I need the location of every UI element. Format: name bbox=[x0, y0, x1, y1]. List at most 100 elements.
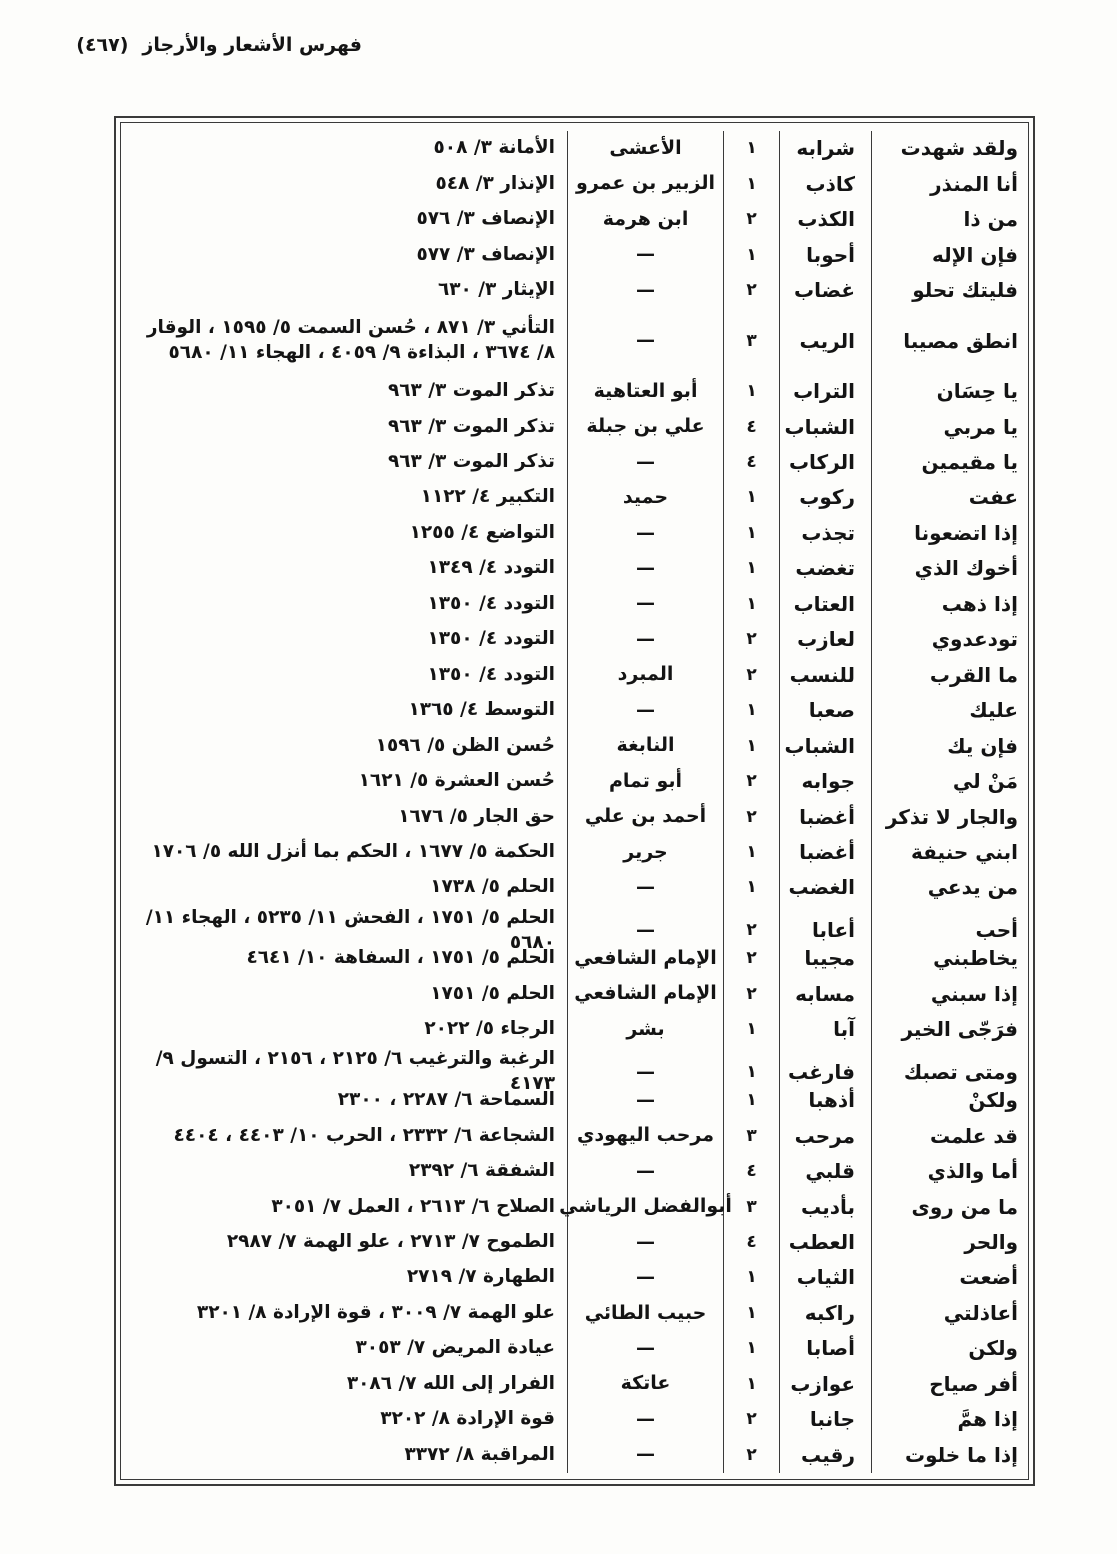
cell-verse-count: ١ bbox=[723, 1047, 779, 1098]
cell-rhyme-word: الشباب bbox=[779, 728, 871, 764]
cell-poet-name: الإمام الشافعي bbox=[567, 941, 723, 977]
cell-first-words: والجار لا تذكر bbox=[871, 799, 1028, 835]
cell-poet-name: — bbox=[567, 444, 723, 481]
table-row: مَنْ لي جوابه ٢ أبو تمام حُسن العشرة ٥/ … bbox=[121, 763, 1028, 800]
cell-first-words: إذا ذهب bbox=[871, 586, 1028, 623]
cell-rhyme-word: العطب bbox=[779, 1224, 871, 1261]
cell-verse-count: ١ bbox=[723, 1012, 779, 1048]
cell-poet-name: — bbox=[567, 1402, 723, 1438]
table-row: فليتك تحلو غضاب ٢ — الإيثار ٣/ ٦٣٠ bbox=[121, 272, 1028, 309]
cell-poet-name: الزبير بن عمرو bbox=[567, 166, 723, 202]
cell-references: التودد ٤/ ١٣٤٩ bbox=[427, 557, 555, 579]
cell-poet-name: — bbox=[567, 308, 723, 374]
table-row: أخوك الذي تغضب ١ — التودد ٤/ ١٣٤٩ bbox=[121, 551, 1028, 587]
table-row: عفت ركوب ١ حميد التكبير ٤/ ١١٢٢ bbox=[121, 480, 1028, 516]
cell-first-words: والحر bbox=[871, 1224, 1028, 1261]
cell-references: الإنذار ٣/ ٥٤٨ bbox=[435, 172, 555, 194]
cell-first-words: فليتك تحلو bbox=[871, 272, 1028, 309]
table-row: أما والذي قلبي ٤ — الشفقة ٦/ ٢٣٩٢ bbox=[121, 1153, 1028, 1190]
page-header: فهرس الأشعار والأرجاز (٤٦٧) bbox=[76, 34, 362, 56]
cell-rhyme-word: أغضبا bbox=[779, 834, 871, 871]
cell-rhyme-word: فارغب bbox=[779, 1047, 871, 1098]
cell-references: التأني ٣/ ٨٧١ ، حُسن السمت ٥/ ١٥٩٥ ، الو… bbox=[146, 317, 555, 364]
cell-poet-name: — bbox=[567, 272, 723, 309]
cell-rhyme-word: قلبي bbox=[779, 1153, 871, 1190]
cell-verse-count: ٢ bbox=[723, 1402, 779, 1438]
cell-verse-count: ١ bbox=[723, 586, 779, 623]
cell-references: الإيثار ٣/ ٦٣٠ bbox=[437, 279, 555, 301]
cell-rhyme-word: رقيب bbox=[779, 1437, 871, 1473]
cell-first-words: إذا همَّ bbox=[871, 1402, 1028, 1438]
cell-verse-count: ٢ bbox=[723, 657, 779, 693]
cell-first-words: فرَجّى الخير bbox=[871, 1012, 1028, 1048]
table-row: والحر العطب ٤ — الطموح ٧/ ٢٧١٣ ، علو اله… bbox=[121, 1224, 1028, 1261]
cell-references: قوة الإرادة ٨/ ٣٢٠٢ bbox=[380, 1408, 555, 1430]
cell-first-words: إذا اتضعونا bbox=[871, 515, 1028, 552]
cell-verse-count: ٤ bbox=[723, 444, 779, 481]
cell-poet-name: — bbox=[567, 1331, 723, 1367]
cell-verse-count: ٤ bbox=[723, 1153, 779, 1190]
cell-first-words: مَنْ لي bbox=[871, 763, 1028, 800]
cell-poet-name: مرحب اليهودي bbox=[567, 1118, 723, 1154]
cell-poet-name: أبو العتاهية bbox=[567, 373, 723, 410]
cell-references: عيادة المريض ٧/ ٣٠٥٣ bbox=[355, 1337, 556, 1359]
table-row: تودعدوي لعازب ٢ — التودد ٤/ ١٣٥٠ bbox=[121, 622, 1028, 658]
cell-references: الطهارة ٧/ ٢٧١٩ bbox=[406, 1266, 555, 1288]
cell-references: تذكر الموت ٣/ ٩٦٣ bbox=[387, 380, 555, 402]
cell-references: علو الهمة ٧/ ٣٠٠٩ ، قوة الإرادة ٨/ ٣٢٠١ bbox=[196, 1301, 555, 1323]
cell-rhyme-word: لعازب bbox=[779, 622, 871, 658]
cell-verse-count: ٣ bbox=[723, 1189, 779, 1225]
cell-verse-count: ١ bbox=[723, 1366, 779, 1402]
cell-rhyme-word: مسابه bbox=[779, 976, 871, 1013]
cell-poet-name: حبيب الطائي bbox=[567, 1295, 723, 1332]
cell-verse-count: ١ bbox=[723, 237, 779, 273]
cell-references: الحكمة ٥/ ١٦٧٧ ، الحكم بما أنزل الله ٥/ … bbox=[151, 840, 555, 862]
cell-rhyme-word: كاذب bbox=[779, 166, 871, 202]
cell-poet-name: — bbox=[567, 1224, 723, 1261]
table-row: ومتى تصبك فارغب ١ — الرغبة والترغيب ٦/ ٢… bbox=[121, 1047, 1028, 1098]
table-row: من يدعي الغضب ١ — الحلم ٥/ ١٧٣٨ bbox=[121, 870, 1028, 906]
cell-references: الأمانة ٣/ ٥٠٨ bbox=[433, 137, 556, 159]
cell-references: الإنصاف ٣/ ٥٧٦ bbox=[416, 208, 555, 230]
cell-verse-count: ١ bbox=[723, 1082, 779, 1119]
cell-verse-count: ١ bbox=[723, 480, 779, 516]
table-row: فإن الإله أحوبا ١ — الإنصاف ٣/ ٥٧٧ bbox=[121, 237, 1028, 273]
poems-index-table-frame: ولقد شهدت شرابه ١ الأعشى الأمانة ٣/ ٥٠٨ … bbox=[114, 116, 1035, 1486]
cell-first-words: يا مربي bbox=[871, 409, 1028, 445]
cell-first-words: أعاذلتي bbox=[871, 1295, 1028, 1332]
cell-rhyme-word: مجيبا bbox=[779, 941, 871, 977]
cell-references: الصلاح ٦/ ٢٦١٣ ، العمل ٧/ ٣٠٥١ bbox=[271, 1195, 555, 1217]
cell-first-words: أما والذي bbox=[871, 1153, 1028, 1190]
cell-references: الشفقة ٦/ ٢٣٩٢ bbox=[408, 1160, 555, 1182]
table-row: أنا المنذر كاذب ١ الزبير بن عمرو الإنذار… bbox=[121, 166, 1028, 202]
table-row: إذا ما خلوت رقيب ٢ — المراقبة ٨/ ٣٣٧٢ bbox=[121, 1437, 1028, 1473]
cell-verse-count: ١ bbox=[723, 131, 779, 167]
cell-verse-count: ٣ bbox=[723, 308, 779, 374]
cell-verse-count: ١ bbox=[723, 728, 779, 764]
cell-poet-name: — bbox=[567, 1082, 723, 1119]
table-row: إذا ذهب العتاب ١ — التودد ٤/ ١٣٥٠ bbox=[121, 586, 1028, 623]
cell-rhyme-word: أذهبا bbox=[779, 1082, 871, 1119]
cell-references: التوسط ٤/ ١٣٦٥ bbox=[408, 699, 555, 721]
table-row: ولكنْ أذهبا ١ — السماحة ٦/ ٢٢٨٧ ، ٢٣٠٠ bbox=[121, 1082, 1028, 1119]
cell-verse-count: ٢ bbox=[723, 622, 779, 658]
cell-poet-name: — bbox=[567, 1047, 723, 1098]
cell-rhyme-word: أغضبا bbox=[779, 799, 871, 835]
cell-poet-name: — bbox=[567, 1437, 723, 1473]
cell-poet-name: ابن هرمة bbox=[567, 201, 723, 238]
cell-rhyme-word: آبا bbox=[779, 1012, 871, 1048]
cell-poet-name: — bbox=[567, 870, 723, 906]
table-row: أحب أعابا ٢ — الحلم ٥/ ١٧٥١ ، الفحش ١١/ … bbox=[121, 905, 1028, 956]
cell-rhyme-word: تجذب bbox=[779, 515, 871, 552]
table-row: يا مقيمين الركاب ٤ — تذكر الموت ٣/ ٩٦٣ bbox=[121, 444, 1028, 481]
table-row: يا حِسَان التراب ١ أبو العتاهية تذكر الم… bbox=[121, 373, 1028, 410]
cell-poet-name: جرير bbox=[567, 834, 723, 871]
cell-first-words: تودعدوي bbox=[871, 622, 1028, 658]
cell-rhyme-word: عوازب bbox=[779, 1366, 871, 1402]
cell-poet-name: — bbox=[567, 515, 723, 552]
cell-references: الطموح ٧/ ٢٧١٣ ، علو الهمة ٧/ ٢٩٨٧ bbox=[226, 1230, 555, 1252]
cell-rhyme-word: صعبا bbox=[779, 692, 871, 729]
poems-index-table: ولقد شهدت شرابه ١ الأعشى الأمانة ٣/ ٥٠٨ … bbox=[120, 122, 1029, 1480]
cell-rhyme-word: التراب bbox=[779, 373, 871, 410]
cell-rhyme-word: الريب bbox=[779, 308, 871, 374]
